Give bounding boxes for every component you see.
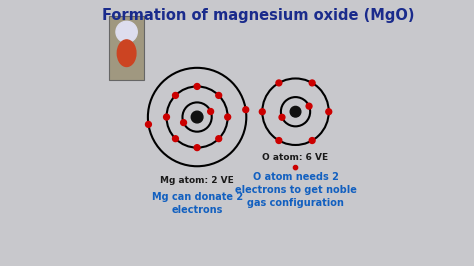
Circle shape	[276, 138, 282, 143]
Circle shape	[259, 109, 265, 115]
Text: Mg atom: 2 VE: Mg atom: 2 VE	[160, 176, 234, 185]
Circle shape	[173, 93, 178, 98]
Circle shape	[194, 84, 200, 89]
Circle shape	[216, 93, 222, 98]
Text: O atom needs 2
electrons to get noble
gas configuration: O atom needs 2 electrons to get noble ga…	[235, 172, 356, 208]
Circle shape	[164, 114, 169, 120]
Circle shape	[276, 80, 282, 86]
Text: O atom: 6 VE: O atom: 6 VE	[263, 153, 328, 162]
Circle shape	[146, 122, 151, 127]
Circle shape	[290, 106, 301, 117]
Circle shape	[293, 165, 298, 170]
Text: Mg can donate 2
electrons: Mg can donate 2 electrons	[152, 192, 243, 215]
Circle shape	[194, 145, 200, 151]
FancyBboxPatch shape	[109, 16, 144, 80]
Circle shape	[116, 21, 137, 43]
Text: Formation of magnesium oxide (MgO): Formation of magnesium oxide (MgO)	[102, 8, 415, 23]
Circle shape	[173, 136, 178, 142]
Circle shape	[181, 120, 186, 126]
Circle shape	[208, 109, 214, 114]
Circle shape	[279, 114, 285, 120]
Circle shape	[191, 111, 203, 123]
Circle shape	[243, 107, 249, 113]
Circle shape	[326, 109, 332, 115]
Circle shape	[306, 103, 312, 109]
Circle shape	[225, 114, 231, 120]
Circle shape	[309, 80, 315, 86]
Circle shape	[309, 138, 315, 143]
Ellipse shape	[117, 40, 136, 66]
Circle shape	[216, 136, 222, 142]
